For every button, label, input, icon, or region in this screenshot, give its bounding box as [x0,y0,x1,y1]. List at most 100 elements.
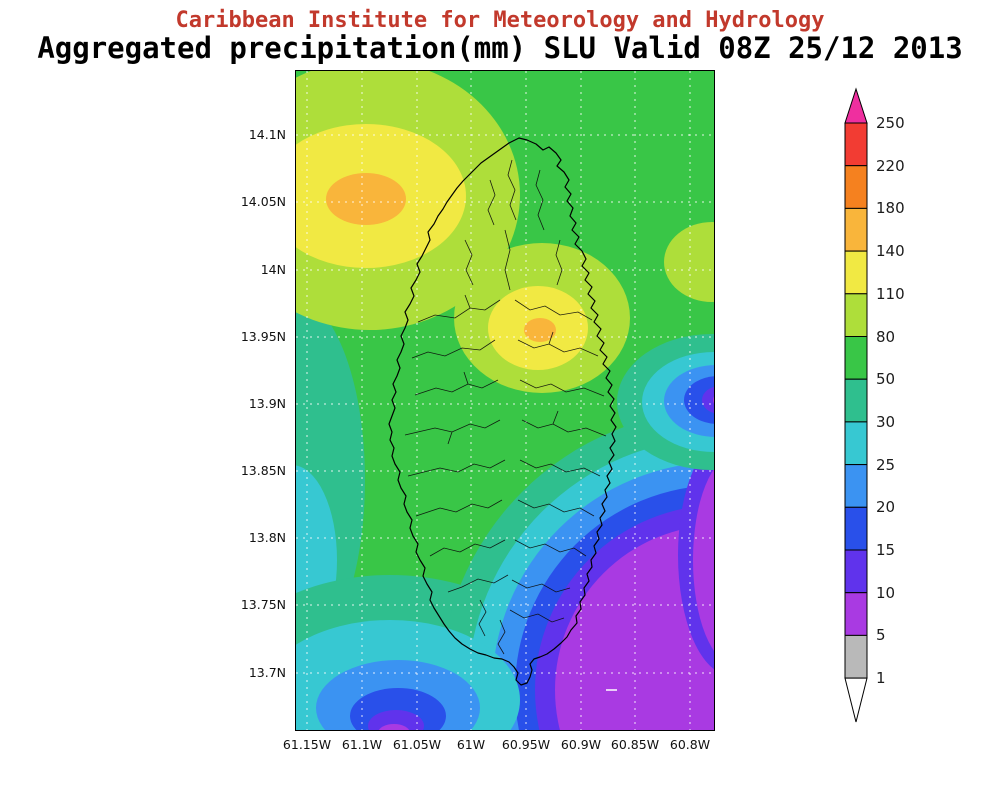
colorbar-swatch [844,336,868,380]
contour-field [295,70,715,731]
river [411,339,496,359]
contour-band-5-10-east-edge [693,467,715,653]
contour-band-80-110-east [664,222,715,302]
lat-tick-label: 13.75N [241,597,286,612]
contour-band-140-180-center-core [524,318,556,342]
river [548,331,554,345]
river [463,371,469,385]
lat-tick-label: 13.95N [241,329,286,344]
contour-band-10-15-east-min [702,386,715,414]
colorbar-tick: 50 [876,370,895,388]
lon-tick-label: 60.8W [670,737,710,752]
river [514,299,593,321]
colorbar-swatch [844,464,868,508]
colorbar-tick: 15 [876,541,895,559]
river-network [404,159,607,655]
river [509,609,565,623]
colorbar-tick: 25 [876,456,895,474]
river [478,599,487,637]
colorbar-tick: 1 [876,669,886,687]
river [555,239,563,286]
river [487,179,496,226]
colorbar-tick: 30 [876,413,895,431]
colorbar-tick: 20 [876,498,895,516]
river [447,431,453,445]
colorbar-tick: 80 [876,328,895,346]
lat-tick-label: 13.85N [241,463,286,478]
lon-tick-label: 61W [457,737,485,752]
colorbar-swatch [844,293,868,337]
org-title: Caribbean Institute for Meteorology and … [175,8,824,33]
river [519,379,605,397]
colorbar-swatch [844,250,868,295]
lon-tick-label: 61.1W [342,737,382,752]
river [464,294,471,309]
map-plot-border [295,70,715,731]
lat-tick-label: 14N [261,262,286,277]
colorbar-swatch [844,592,868,636]
river [497,619,506,655]
colorbar-tick-labels: 250 220 180 140 110 80 50 30 25 20 15 10… [876,114,905,687]
river [521,419,607,437]
river [519,459,601,477]
contour-band-140-180-northwest-max [326,173,406,225]
river [464,239,474,286]
river [447,574,509,593]
river [517,339,599,357]
lat-tick-label: 14.1N [249,127,286,142]
colorbar-tick: 5 [876,626,886,644]
colorbar-tick: 180 [876,199,905,217]
river [514,539,587,557]
contour-band-5-10-east-min [713,394,715,406]
contour-band-15-20-east-min [684,376,715,424]
river [407,459,506,477]
lon-tick-label: 60.9W [561,737,601,752]
river [429,539,506,557]
colorbar-tick: 140 [876,242,905,260]
colorbar-bottom-arrow [844,677,868,723]
river [404,419,501,436]
contour-band-10-15-southwest [368,710,424,731]
lon-tick-label: 61.05W [393,737,441,752]
river [517,499,595,517]
colorbar-tick: 250 [876,114,905,132]
colorbar-swatch [844,506,868,551]
island-saint-lucia [388,137,617,686]
river [417,299,501,323]
colorbar-swatch [844,207,868,252]
colorbar-swatch [844,549,868,594]
lat-tick-label: 14.05N [241,194,286,209]
colorbar-tick: 10 [876,584,895,602]
colorbar-swatch [844,165,868,209]
chart-title: Aggregated precipitation(mm) SLU Valid 0… [37,31,962,65]
river [504,229,511,291]
colorbar: 250 220 180 140 110 80 50 30 25 20 15 10… [844,87,905,723]
gridlines [296,71,714,730]
colorbar-swatch [844,122,868,167]
lon-tick-label: 60.85W [611,737,659,752]
coastline-outline [388,137,617,686]
latitude-axis: 14.1N 14.05N 14N 13.95N 13.9N 13.85N 13.… [241,127,286,680]
colorbar-tick: 110 [876,285,905,303]
river [552,410,559,425]
lon-tick-label: 60.95W [502,737,550,752]
contour-band-5-10-southwest [378,724,410,731]
colorbar-swatch [844,634,868,679]
colorbar-top-arrow [844,87,868,124]
river [415,499,503,517]
contour-band-5-10-southeast-min [555,525,715,731]
lat-tick-label: 13.8N [249,530,286,545]
river [507,159,517,221]
lat-tick-label: 13.7N [249,665,286,680]
river [511,579,571,593]
colorbar-tick: 220 [876,157,905,175]
river [535,169,545,231]
longitude-axis: 61.15W 61.1W 61.05W 61W 60.95W 60.9W 60.… [283,737,710,752]
colorbar-swatch [844,421,868,466]
contour-band-20-25-east-min [664,365,715,437]
colorbar-swatch [844,378,868,423]
lon-tick-label: 61.15W [283,737,331,752]
river [414,379,499,396]
